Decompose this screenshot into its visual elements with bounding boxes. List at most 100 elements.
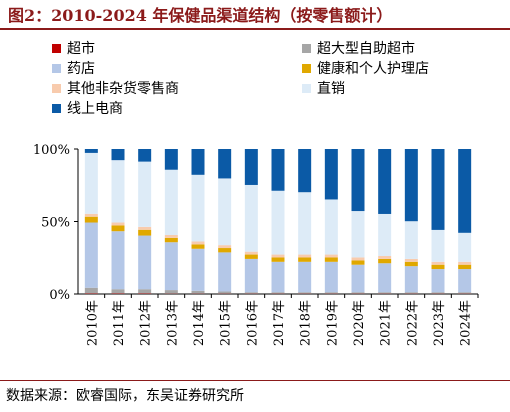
legend-item: 超市 (52, 38, 95, 58)
bar-segment (351, 149, 365, 212)
bar-segment (84, 213, 98, 217)
bar-segment (164, 234, 178, 238)
source-note: 数据来源：欧睿国际，东吴证券研究所 (6, 388, 244, 404)
bar-segment (138, 289, 152, 294)
y-tick-label: 100% (33, 143, 70, 158)
bar-segment (458, 232, 472, 262)
legend-item: 线上电商 (52, 98, 123, 118)
legend-swatch (52, 63, 61, 73)
bar-segment (351, 292, 365, 294)
bar-segment (351, 211, 365, 258)
bar-segment (111, 222, 125, 226)
bar-segment (191, 248, 205, 291)
bar-segment (431, 229, 445, 262)
bar-segment (84, 152, 98, 214)
bar-segment (191, 174, 205, 242)
bar-segment (164, 242, 178, 291)
bar-segment (191, 241, 205, 245)
bar-segment (378, 213, 392, 257)
x-tick-label: 2017年 (272, 300, 287, 346)
bar-segment (164, 290, 178, 294)
bar-segment (404, 266, 418, 293)
bar-segment (378, 258, 392, 264)
x-tick-label: 2016年 (245, 300, 260, 346)
bar-segment (404, 258, 418, 262)
bar-segment (431, 292, 445, 294)
legend-swatch (302, 83, 311, 93)
x-tick-label: 2024年 (459, 300, 474, 346)
legend-label: 线上电商 (67, 101, 123, 117)
legend-label: 超大型自助超市 (317, 41, 415, 57)
bar-segment (271, 190, 285, 255)
bar-segment (458, 261, 472, 265)
bar-segment (351, 257, 365, 261)
legend-label: 健康和个人护理店 (317, 61, 429, 77)
bar-segment (458, 264, 472, 270)
bar-segment (298, 192, 312, 255)
bar-segment (244, 254, 258, 259)
bar-segment (378, 263, 392, 293)
bar-segment (244, 292, 258, 294)
legend-label: 药店 (67, 61, 95, 77)
bar-segment (324, 199, 338, 255)
y-tick-label: 0% (49, 288, 70, 303)
bar-segment (111, 160, 125, 223)
legend-swatch (302, 63, 311, 73)
bar-segment (244, 258, 258, 293)
bar-segment (458, 292, 472, 294)
bar-segment (404, 292, 418, 294)
y-tick-label: 50% (41, 216, 70, 231)
bar-segment (378, 292, 392, 294)
bar-segment (271, 149, 285, 191)
bar-segment (218, 252, 232, 292)
bar-segment (378, 256, 392, 259)
bar-segment (324, 292, 338, 294)
x-tick-label: 2022年 (405, 300, 420, 346)
bar-segment (138, 161, 152, 227)
x-tick-label: 2010年 (85, 300, 100, 346)
bar-segment (324, 254, 338, 258)
x-tick-label: 2012年 (139, 300, 154, 346)
bar-segment (138, 149, 152, 162)
bar-segment (404, 149, 418, 222)
bar-segment (84, 287, 98, 294)
legend-item: 药店 (52, 58, 95, 78)
bar-segment (111, 149, 125, 161)
chart-title: 图2：2010-2024 年保健品渠道结构（按零售额计） (8, 6, 393, 25)
bar-segment (324, 149, 338, 200)
bar-segment (244, 149, 258, 185)
x-tick-label: 2015年 (219, 300, 234, 346)
bar-segment (164, 149, 178, 170)
bar-segment (378, 149, 392, 214)
legend-label: 其他非杂货零售商 (67, 81, 179, 97)
bar-segment (191, 290, 205, 294)
bar-segment (431, 269, 445, 293)
bar-segment (164, 237, 178, 243)
bar-segment (138, 226, 152, 230)
bar-segment (298, 292, 312, 294)
legend-swatch (52, 43, 61, 53)
source-divider (0, 380, 510, 381)
bar-segment (111, 289, 125, 294)
x-tick-label: 2018年 (299, 300, 314, 346)
bar-segment (351, 260, 365, 265)
legend-label: 直销 (317, 81, 345, 97)
bar-segment (298, 149, 312, 193)
bar-segment (404, 221, 418, 259)
bar-segment (271, 257, 285, 262)
bar-segment (111, 231, 125, 290)
bar-segment (431, 149, 445, 230)
bar-segment (84, 222, 98, 288)
x-tick-label: 2019年 (325, 300, 340, 346)
x-tick-label: 2021年 (379, 300, 394, 346)
bar-segment (431, 264, 445, 270)
bar-segment (138, 229, 152, 236)
bar-segment (271, 292, 285, 294)
bar-segment (111, 225, 125, 232)
bar-segment (324, 257, 338, 262)
legend-swatch (52, 103, 61, 113)
bar-segment (298, 261, 312, 293)
bar-segment (351, 264, 365, 293)
bar-segment (298, 257, 312, 262)
bar-segment (458, 269, 472, 293)
